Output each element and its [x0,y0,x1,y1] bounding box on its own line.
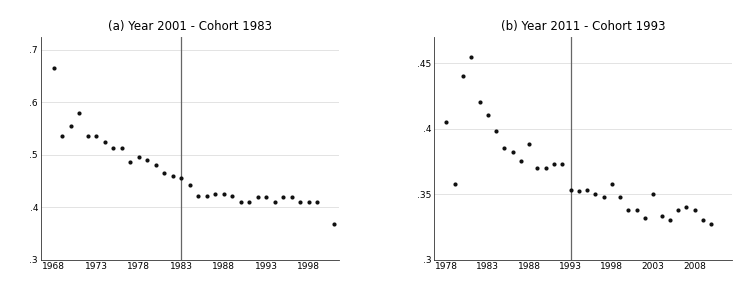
Point [133,155,145,160]
Point [65,124,77,128]
Point [311,200,323,204]
Point [581,188,593,193]
Point [523,142,535,147]
Point [192,193,204,198]
Point [623,207,635,212]
Point [244,200,256,204]
Point [697,218,709,223]
Point [663,218,675,223]
Point [507,150,519,155]
Point [227,193,239,198]
Point [490,129,502,134]
Point [457,74,469,78]
Point [705,222,717,227]
Point [201,193,212,198]
Point [548,162,560,166]
Point [150,163,162,168]
Point [606,181,618,186]
Point [639,215,651,220]
Point [713,265,725,270]
Point [589,192,601,196]
Point [515,159,527,164]
Point [681,205,692,209]
Point [449,181,461,186]
Point [441,120,452,124]
Point [184,182,195,187]
Title: (a) Year 2001 - Cohort 1983: (a) Year 2001 - Cohort 1983 [108,20,272,33]
Point [631,207,643,212]
Point [56,134,68,139]
Point [48,66,59,71]
Point [303,200,315,204]
Point [218,192,230,196]
Point [499,146,510,151]
Point [531,165,543,170]
Point [597,194,609,199]
Point [158,171,170,176]
Point [175,176,187,181]
Point [261,194,273,199]
Point [90,134,102,139]
Point [269,200,281,204]
Point [689,207,701,212]
Point [465,54,477,59]
Point [655,214,667,219]
Point [328,222,340,226]
Point [557,162,568,166]
Title: (b) Year 2011 - Cohort 1993: (b) Year 2011 - Cohort 1993 [501,20,665,33]
Point [286,194,298,199]
Point [482,113,494,118]
Point [539,165,551,170]
Point [473,100,485,105]
Point [210,192,221,196]
Point [116,146,128,151]
Point [252,194,264,199]
Point [277,194,289,199]
Point [141,158,153,162]
Point [565,188,577,193]
Point [647,192,659,196]
Point [99,139,111,144]
Point [107,146,119,151]
Point [74,111,85,115]
Point [235,200,247,204]
Point [167,173,179,178]
Point [672,207,684,212]
Point [294,200,306,204]
Point [614,194,626,199]
Point [82,134,94,139]
Point [124,159,136,164]
Point [573,189,585,194]
